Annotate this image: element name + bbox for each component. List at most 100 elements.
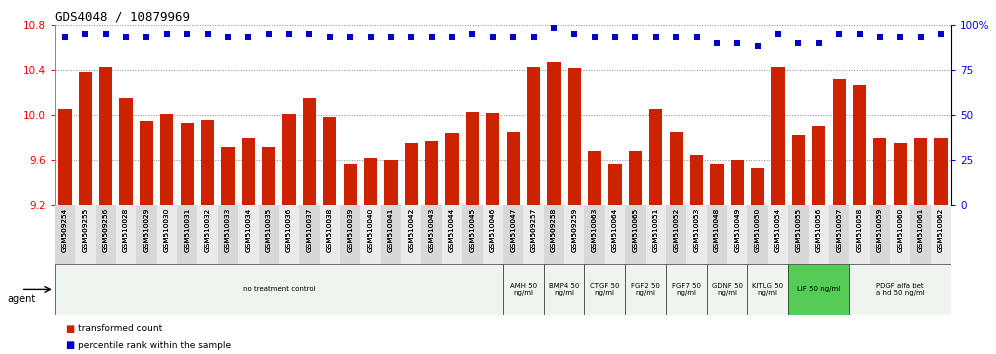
Text: GSM509258: GSM509258 xyxy=(551,208,557,252)
Text: AMH 50
ng/ml: AMH 50 ng/ml xyxy=(510,283,537,296)
Text: GSM510029: GSM510029 xyxy=(143,208,149,252)
Text: GSM510065: GSM510065 xyxy=(632,208,638,252)
Bar xyxy=(710,164,723,354)
Bar xyxy=(180,123,194,354)
Bar xyxy=(850,264,951,315)
Bar xyxy=(628,151,642,354)
Bar xyxy=(890,205,910,264)
Point xyxy=(363,35,378,40)
Text: GSM510043: GSM510043 xyxy=(428,208,434,252)
Text: GSM510055: GSM510055 xyxy=(796,208,802,252)
Text: GSM509255: GSM509255 xyxy=(83,208,89,252)
Bar xyxy=(384,160,397,354)
Point xyxy=(220,35,236,40)
Point xyxy=(546,25,562,31)
Bar xyxy=(588,151,602,354)
Point xyxy=(852,31,868,37)
Text: GSM510062: GSM510062 xyxy=(938,208,944,252)
Bar xyxy=(585,264,625,315)
Text: GSM510052: GSM510052 xyxy=(673,208,679,252)
Bar xyxy=(283,114,296,354)
Text: GSM510050: GSM510050 xyxy=(755,208,761,252)
Point xyxy=(933,31,949,37)
Text: GSM510061: GSM510061 xyxy=(917,208,923,252)
Bar xyxy=(361,205,380,264)
Bar xyxy=(503,264,544,315)
Point xyxy=(832,31,848,37)
Bar xyxy=(507,132,520,354)
Bar xyxy=(544,205,564,264)
Point xyxy=(892,35,908,40)
Text: GSM510040: GSM510040 xyxy=(368,208,374,252)
Bar xyxy=(344,164,357,354)
Text: GSM510042: GSM510042 xyxy=(408,208,414,252)
Bar xyxy=(747,205,768,264)
Point xyxy=(281,31,297,37)
Text: GSM510032: GSM510032 xyxy=(204,208,210,252)
Bar xyxy=(523,205,544,264)
Point xyxy=(199,31,215,37)
Bar xyxy=(771,67,785,354)
Text: GSM509255: GSM509255 xyxy=(83,208,89,252)
Text: GSM510035: GSM510035 xyxy=(266,208,272,252)
Bar xyxy=(568,68,581,354)
Bar xyxy=(483,205,503,264)
Text: BMP4 50
ng/ml: BMP4 50 ng/ml xyxy=(549,283,580,296)
Point xyxy=(668,35,684,40)
Text: GSM510048: GSM510048 xyxy=(714,208,720,252)
Text: GSM509256: GSM509256 xyxy=(103,208,109,252)
Text: GSM510049: GSM510049 xyxy=(734,208,740,252)
Bar xyxy=(120,98,132,354)
Point xyxy=(485,35,501,40)
Text: GSM510059: GSM510059 xyxy=(876,208,882,252)
Point xyxy=(770,31,786,37)
Bar xyxy=(136,205,156,264)
Point xyxy=(261,31,277,37)
Text: GSM510065: GSM510065 xyxy=(632,208,638,252)
Text: GSM510060: GSM510060 xyxy=(897,208,903,252)
Bar xyxy=(503,205,523,264)
Text: GDS4048 / 10879969: GDS4048 / 10879969 xyxy=(55,11,190,24)
Point xyxy=(587,35,603,40)
Bar xyxy=(934,138,947,354)
Bar xyxy=(564,205,585,264)
Bar xyxy=(707,205,727,264)
Bar xyxy=(585,205,605,264)
Point xyxy=(138,35,154,40)
Text: GSM510028: GSM510028 xyxy=(124,208,129,252)
Text: GSM510063: GSM510063 xyxy=(592,208,598,252)
Point xyxy=(322,35,338,40)
Bar xyxy=(364,158,377,354)
Bar xyxy=(727,205,747,264)
Point xyxy=(647,35,663,40)
Bar xyxy=(625,264,666,315)
Point xyxy=(179,31,195,37)
Bar xyxy=(96,205,116,264)
Text: GSM509257: GSM509257 xyxy=(531,208,537,252)
Point xyxy=(119,35,134,40)
Text: GSM510059: GSM510059 xyxy=(876,208,882,252)
Text: GSM510051: GSM510051 xyxy=(652,208,658,252)
Bar xyxy=(686,205,707,264)
Text: GSM509257: GSM509257 xyxy=(531,208,537,252)
Text: GSM510045: GSM510045 xyxy=(469,208,475,252)
Text: GSM510046: GSM510046 xyxy=(490,208,496,252)
Point xyxy=(709,40,725,46)
Text: GSM510060: GSM510060 xyxy=(897,208,903,252)
Text: GSM510050: GSM510050 xyxy=(755,208,761,252)
Bar xyxy=(605,205,625,264)
Text: GSM510040: GSM510040 xyxy=(368,208,374,252)
Bar xyxy=(238,205,259,264)
Text: GSM510041: GSM510041 xyxy=(387,208,394,252)
Text: GSM510047: GSM510047 xyxy=(510,208,516,252)
Text: GSM510046: GSM510046 xyxy=(490,208,496,252)
Point xyxy=(57,35,73,40)
Text: GSM510057: GSM510057 xyxy=(836,208,843,252)
Bar xyxy=(445,133,459,354)
Bar xyxy=(666,264,707,315)
Bar xyxy=(303,98,316,354)
Point xyxy=(872,35,887,40)
Bar xyxy=(55,205,75,264)
Point xyxy=(750,44,766,49)
Bar xyxy=(731,160,744,354)
